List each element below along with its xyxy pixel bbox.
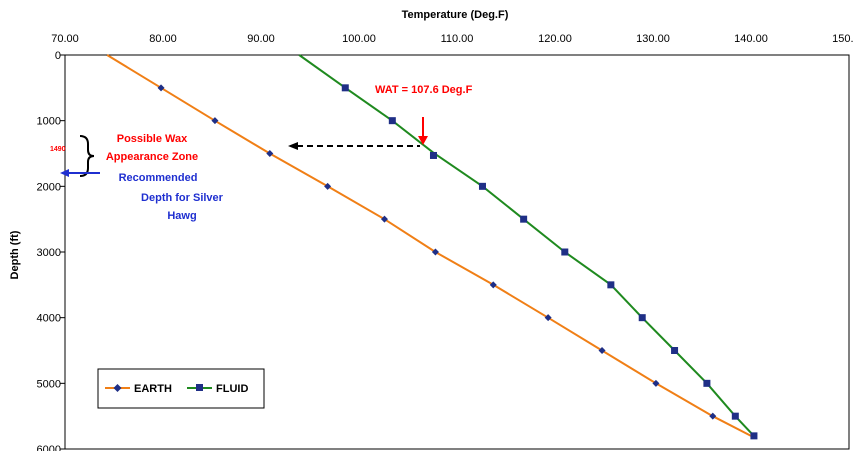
x-tick-label: 130.00 bbox=[636, 33, 670, 45]
data-point-fluid bbox=[478, 182, 486, 190]
x-tick-label: 90.00 bbox=[247, 33, 275, 45]
legend-fluid-label: FLUID bbox=[216, 383, 248, 395]
data-point-earth bbox=[266, 150, 274, 157]
y-axis-title: Depth (ft) bbox=[9, 230, 21, 279]
x-tick-group: 70.00 80.00 90.00 100.00 110.00 120.00 130.00 1… bbox=[51, 33, 854, 45]
data-point-fluid bbox=[638, 314, 646, 322]
series-marker-group bbox=[157, 84, 758, 440]
y-tick-label: 2000 bbox=[37, 181, 61, 193]
data-point-earth bbox=[324, 182, 332, 190]
data-point-earth bbox=[211, 117, 219, 125]
data-point-earth bbox=[489, 281, 497, 289]
y-tick-label: 4000 bbox=[37, 313, 61, 325]
data-point-fluid bbox=[429, 151, 437, 159]
recommended-arrow-head bbox=[60, 169, 69, 177]
data-point-earth bbox=[431, 248, 439, 256]
recommended-label-line-3: Hawg bbox=[167, 210, 196, 222]
wax-zone-label-line-2: Appearance Zone bbox=[106, 151, 198, 163]
data-point-fluid bbox=[731, 412, 739, 420]
data-point-fluid bbox=[750, 432, 758, 440]
data-point-earth bbox=[157, 84, 165, 92]
wax-zone-brace bbox=[79, 135, 95, 177]
data-point-fluid bbox=[607, 281, 615, 289]
x-tick-label: 140.00 bbox=[734, 33, 768, 45]
x-axis-title: Temperature (Deg.F) bbox=[402, 9, 509, 21]
y-tick-label: 3000 bbox=[37, 247, 61, 259]
data-point-earth bbox=[652, 379, 660, 387]
y-tick-label: 1000 bbox=[37, 116, 61, 128]
y-tick-group: 0 1000 2000 3000 4000 5000 6000 bbox=[37, 50, 65, 451]
x-tick-label: 80.00 bbox=[149, 33, 177, 45]
legend-fluid-marker bbox=[196, 384, 203, 391]
recommended-label-line-1: Recommended bbox=[119, 172, 198, 184]
x-tick-label: 70.00 bbox=[51, 33, 79, 45]
data-point-fluid bbox=[388, 117, 396, 125]
data-point-fluid bbox=[561, 248, 569, 256]
legend-earth-marker bbox=[113, 384, 122, 392]
y-tick-label: 0 bbox=[55, 50, 61, 62]
depth-marker-label: 1490 bbox=[50, 146, 66, 153]
y-tick-label: 5000 bbox=[37, 378, 61, 390]
legend-earth-label: EARTH bbox=[134, 383, 172, 395]
x-tick-label: 100.00 bbox=[342, 33, 376, 45]
legend: EARTH FLUID bbox=[97, 368, 265, 409]
wax-zone-label-line-1: Possible Wax bbox=[117, 133, 188, 145]
data-point-earth bbox=[380, 215, 388, 223]
y-tick-label: 6000 bbox=[37, 444, 61, 451]
data-point-earth bbox=[544, 314, 552, 322]
data-point-fluid bbox=[671, 347, 679, 354]
data-point-fluid bbox=[703, 379, 711, 387]
wat-label: WAT = 107.6 Deg.F bbox=[375, 84, 473, 96]
x-tick-label: 120.00 bbox=[538, 33, 572, 45]
data-point-fluid bbox=[341, 84, 349, 92]
x-tick-label: 150.00 bbox=[832, 33, 854, 45]
data-point-fluid bbox=[520, 215, 528, 223]
wat-arrow-head bbox=[418, 136, 428, 145]
x-tick-label: 110.00 bbox=[441, 33, 474, 45]
series-line-fluid bbox=[298, 54, 755, 437]
recommended-label-line-2: Depth for Silver bbox=[141, 192, 224, 204]
data-point-earth bbox=[598, 347, 606, 354]
wat-dashed-arrow-head bbox=[288, 142, 298, 150]
data-point-earth bbox=[709, 412, 717, 420]
